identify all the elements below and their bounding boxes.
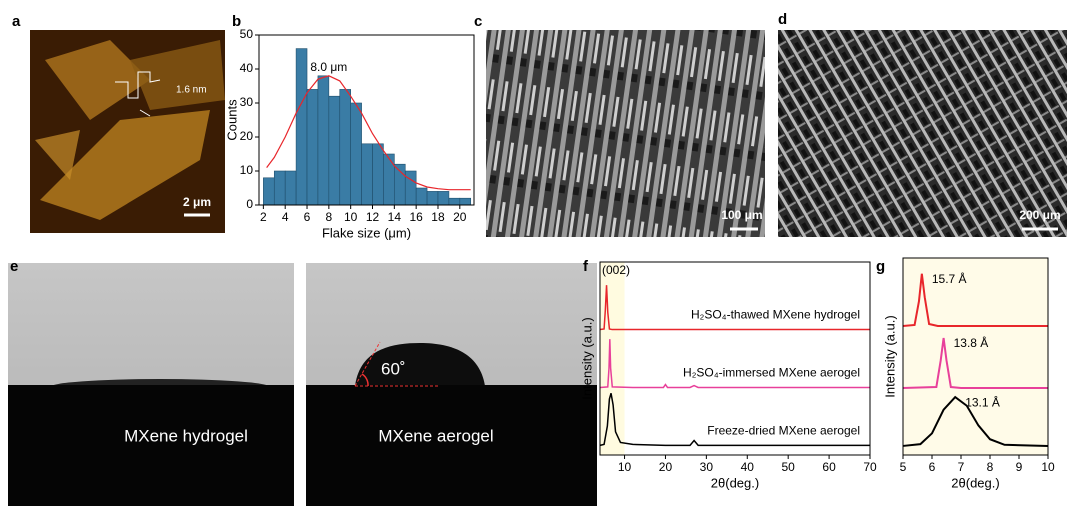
curve-label: Freeze-dried MXene aerogel [707, 424, 860, 438]
x-axis-label: Flake size (μm) [322, 225, 411, 240]
shaded-region [600, 262, 625, 455]
panel-label: c [474, 13, 482, 30]
panel-label: f [583, 258, 589, 275]
contact-angle-images [8, 263, 597, 506]
bar [328, 95, 341, 206]
xrd-curve [599, 393, 870, 447]
bar [372, 143, 384, 206]
xrd-curve [902, 395, 1049, 447]
bar [404, 170, 417, 206]
bar [273, 170, 286, 206]
caption: MXene aerogel [378, 426, 493, 445]
y-tick-label: 40 [240, 61, 254, 75]
plot-frame [902, 257, 1049, 456]
curve-label: 13.8 Å [954, 335, 989, 350]
panel-label: g [876, 258, 885, 275]
height-label: 1.6 nm [176, 85, 207, 96]
bar [383, 153, 395, 206]
x-tick-label: 6 [304, 210, 311, 224]
xrd-curve [902, 273, 1048, 327]
x-tick-label: 7 [958, 460, 965, 474]
bar [263, 177, 275, 206]
y-tick-label: 50 [240, 27, 254, 41]
curve-label: H₂SO₄-thawed MXene hydrogel [691, 308, 860, 322]
xrd-curve [599, 339, 870, 389]
scale-bar-label: 200 μm [1019, 208, 1060, 222]
x-tick-label: 8 [987, 460, 994, 474]
x-tick-label: 10 [1041, 460, 1055, 474]
x-tick-label: 12 [366, 210, 380, 224]
bar [361, 143, 373, 206]
curve-label: 15.7 Å [932, 271, 967, 286]
annotation: (002) [602, 263, 630, 277]
x-tick-label: 60 [822, 460, 836, 474]
bar [459, 197, 472, 206]
panel-label: b [232, 13, 241, 30]
bar [426, 191, 439, 206]
x-tick-label: 16 [409, 210, 423, 224]
sem-image [486, 30, 765, 237]
x-tick-label: 6 [929, 460, 936, 474]
x-tick-label: 2 [260, 210, 267, 224]
bar [437, 191, 450, 206]
plot-background [903, 258, 1048, 455]
curve-label: 13.1 Å [965, 394, 1000, 409]
panel-label: a [12, 13, 21, 30]
caption: MXene hydrogel [124, 426, 248, 445]
x-tick-label: 30 [700, 460, 714, 474]
x-tick-label: 70 [863, 460, 877, 474]
annotation: 8.0 μm [310, 60, 347, 74]
panel-label: d [778, 11, 787, 28]
y-axis-label: Counts [224, 99, 239, 141]
fit-curve [266, 75, 471, 191]
y-tick-label: 30 [240, 95, 254, 109]
bar [306, 89, 319, 206]
plot-frame [599, 261, 871, 456]
x-tick-label: 20 [659, 460, 673, 474]
y-tick-label: 20 [240, 129, 254, 143]
x-tick-label: 10 [618, 460, 632, 474]
angle-label: 60˚ [381, 359, 406, 378]
x-tick-label: 5 [900, 460, 907, 474]
x-tick-label: 9 [1016, 460, 1023, 474]
x-tick-label: 20 [453, 210, 467, 224]
x-tick-label: 14 [388, 210, 402, 224]
x-tick-label: 8 [326, 210, 333, 224]
bar [339, 89, 351, 206]
y-axis-label: Intensity (a.u.) [882, 315, 897, 397]
xrd-curve [902, 337, 1048, 390]
xrd-curve [599, 285, 870, 331]
x-tick-label: 10 [344, 210, 358, 224]
x-axis-label: 2θ(deg.) [711, 475, 759, 490]
plot-frame [258, 34, 475, 206]
curve-label: H₂SO₄-immersed MXene aerogel [683, 366, 860, 380]
bar [350, 102, 362, 206]
bar [317, 75, 330, 206]
bar [295, 48, 308, 206]
y-tick-label: 10 [240, 163, 254, 177]
x-tick-label: 4 [282, 210, 289, 224]
x-tick-label: 40 [741, 460, 755, 474]
x-tick-label: 50 [782, 460, 796, 474]
sem-image [778, 30, 1067, 237]
scale-bar-label: 2 μm [183, 195, 211, 209]
panel-label: e [10, 258, 18, 275]
scale-bar-label: 100 μm [721, 208, 762, 222]
bar [448, 197, 461, 206]
bar [415, 187, 428, 206]
afm-image [30, 30, 225, 233]
y-tick-label: 0 [246, 197, 253, 211]
bar [284, 170, 297, 206]
x-axis-label: 2θ(deg.) [951, 475, 999, 490]
y-axis-label: Intensity (a.u.) [579, 317, 594, 399]
x-tick-label: 18 [431, 210, 445, 224]
